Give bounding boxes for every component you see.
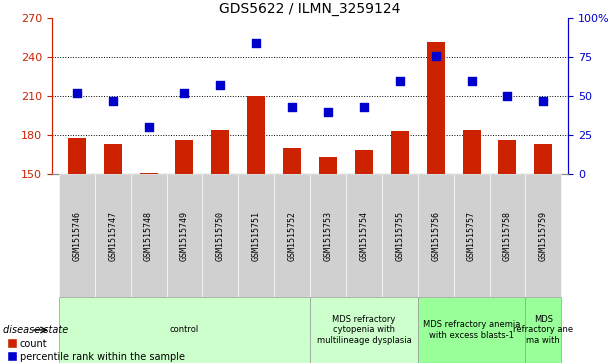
Bar [68,138,86,363]
Bar [140,173,157,363]
Point [251,40,261,46]
Text: disease state: disease state [3,325,68,335]
Bar [310,174,346,297]
Bar [499,140,516,363]
Text: GSM1515752: GSM1515752 [288,211,297,261]
Point [395,78,405,83]
Title: GDS5622 / ILMN_3259124: GDS5622 / ILMN_3259124 [219,2,401,16]
Bar [274,174,310,297]
Bar [59,297,310,363]
Text: GSM1515757: GSM1515757 [467,211,476,261]
Bar [131,174,167,297]
Point [215,82,225,88]
Bar [525,174,561,297]
Bar [427,41,444,363]
Point [431,53,441,58]
Text: GSM1515748: GSM1515748 [144,211,153,261]
Bar [59,174,95,297]
Text: GSM1515754: GSM1515754 [359,211,368,261]
Point [72,90,81,96]
Text: GSM1515753: GSM1515753 [323,211,333,261]
Bar [104,144,122,363]
Text: MDS refractory
cytopenia with
multilineage dysplasia: MDS refractory cytopenia with multilinea… [317,315,411,345]
Bar [167,174,202,297]
Point [323,109,333,115]
Bar [463,130,480,363]
Bar [382,174,418,297]
Text: MDS refractory anemia
with excess blasts-1: MDS refractory anemia with excess blasts… [423,320,520,340]
Point [179,90,189,96]
Bar [310,297,418,363]
Point [503,93,513,99]
Text: GSM1515756: GSM1515756 [431,211,440,261]
Text: MDS
refractory ane
ma with: MDS refractory ane ma with [513,315,573,345]
Bar [454,174,489,297]
Bar [319,157,337,363]
Bar [212,130,229,363]
Text: GSM1515747: GSM1515747 [108,211,117,261]
Text: control: control [170,326,199,334]
Bar [418,297,525,363]
Point [143,125,153,130]
Legend: count, percentile rank within the sample: count, percentile rank within the sample [8,339,185,362]
Bar [95,174,131,297]
Bar [525,297,561,363]
Bar [534,144,552,363]
Point [287,104,297,110]
Text: GSM1515759: GSM1515759 [539,211,548,261]
Bar [283,148,301,363]
Point [539,98,548,104]
Text: GSM1515751: GSM1515751 [252,211,261,261]
Text: GSM1515758: GSM1515758 [503,211,512,261]
Bar [489,174,525,297]
Bar [355,150,373,363]
Text: GSM1515746: GSM1515746 [72,211,81,261]
Bar [346,174,382,297]
Text: GSM1515750: GSM1515750 [216,211,225,261]
Bar [391,131,409,363]
Bar [247,96,265,363]
Bar [202,174,238,297]
Bar [418,174,454,297]
Point [108,98,117,104]
Text: GSM1515749: GSM1515749 [180,211,189,261]
Text: GSM1515755: GSM1515755 [395,211,404,261]
Bar [238,174,274,297]
Bar [176,140,193,363]
Point [359,104,369,110]
Point [467,78,477,83]
